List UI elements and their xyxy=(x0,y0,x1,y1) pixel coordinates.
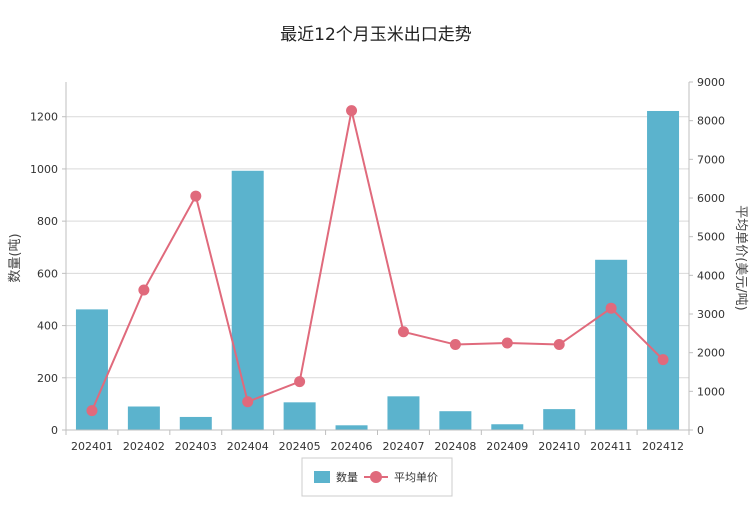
x-tick-label: 202407 xyxy=(382,440,424,453)
right-axis-label: 平均单价(美元/吨) xyxy=(733,205,748,311)
line-point xyxy=(553,339,565,351)
right-tick-label: 0 xyxy=(697,424,704,437)
legend: 数量 平均单价 xyxy=(301,457,453,497)
right-tick-label: 2000 xyxy=(697,347,725,360)
line-point xyxy=(294,376,306,388)
x-tick-label: 202404 xyxy=(227,440,269,453)
axes xyxy=(65,82,690,435)
line-point xyxy=(605,302,617,314)
x-tick-label: 202403 xyxy=(175,440,217,453)
right-axis-ticks: 0 1000 2000 3000 4000 5000 6000 7000 8000 9000 xyxy=(689,76,725,437)
line-point xyxy=(449,339,461,351)
left-tick-label: 600 xyxy=(37,267,58,280)
bar xyxy=(127,406,160,430)
x-tick-label: 202410 xyxy=(538,440,580,453)
x-tick-label: 202412 xyxy=(642,440,684,453)
bar-series xyxy=(75,110,680,430)
bar xyxy=(335,425,368,430)
x-tick-label: 202408 xyxy=(434,440,476,453)
line-point xyxy=(397,326,409,338)
left-tick-label: 400 xyxy=(37,320,58,333)
bar xyxy=(647,110,680,430)
legend-bar-label: 数量 xyxy=(336,471,358,484)
right-tick-label: 8000 xyxy=(697,115,725,128)
line-point xyxy=(190,190,202,202)
x-tick-label: 202409 xyxy=(486,440,528,453)
x-tick-label: 202402 xyxy=(123,440,165,453)
legend-bar-swatch xyxy=(314,471,330,483)
right-tick-label: 7000 xyxy=(697,153,725,166)
x-tick-label: 202401 xyxy=(71,440,113,453)
left-tick-label: 1200 xyxy=(30,111,58,124)
left-axis-ticks: 0 200 400 600 800 1000 1200 xyxy=(30,111,66,437)
bar xyxy=(491,424,524,430)
right-tick-label: 3000 xyxy=(697,308,725,321)
right-tick-label: 9000 xyxy=(697,76,725,89)
left-tick-label: 0 xyxy=(51,424,58,437)
x-tick-label: 202411 xyxy=(590,440,632,453)
right-tick-label: 1000 xyxy=(697,385,725,398)
bar xyxy=(543,409,576,430)
bar xyxy=(595,259,628,430)
line-point xyxy=(138,284,150,296)
legend-line-label: 平均单价 xyxy=(394,471,438,484)
x-tick-label: 202406 xyxy=(331,440,373,453)
right-tick-label: 5000 xyxy=(697,231,725,244)
line-point xyxy=(657,354,669,366)
series-line xyxy=(91,110,664,412)
x-axis-ticks: 202401 202402 202403 202404 202405 202406 2024… xyxy=(71,440,684,453)
bar xyxy=(387,396,420,430)
x-tick-label: 202405 xyxy=(279,440,321,453)
left-tick-label: 800 xyxy=(37,215,58,228)
left-tick-label: 1000 xyxy=(30,163,58,176)
bar xyxy=(231,170,264,430)
left-axis-label: 数量(吨) xyxy=(8,233,23,282)
line-point xyxy=(86,405,98,417)
line-point xyxy=(501,337,513,349)
chart-title: 最近12个月玉米出口走势 xyxy=(280,25,472,45)
bar xyxy=(179,416,212,430)
line-series xyxy=(86,105,669,417)
left-tick-label: 200 xyxy=(37,372,58,385)
right-tick-label: 6000 xyxy=(697,192,725,205)
line-point xyxy=(346,105,358,117)
legend-line-marker xyxy=(370,471,382,483)
bar xyxy=(283,402,316,430)
line-point xyxy=(242,396,254,408)
bar xyxy=(439,411,472,430)
right-tick-label: 4000 xyxy=(697,269,725,282)
gridlines xyxy=(66,116,689,379)
